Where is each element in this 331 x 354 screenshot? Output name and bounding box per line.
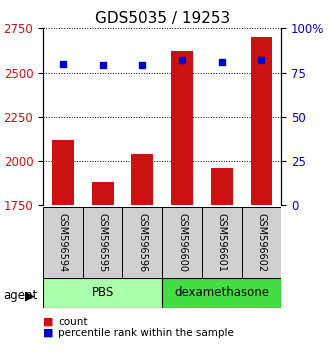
FancyBboxPatch shape: [242, 207, 281, 278]
Point: [140, 63, 145, 68]
FancyBboxPatch shape: [43, 207, 83, 278]
Bar: [52, 140, 74, 205]
Point: [100, 63, 105, 68]
Bar: [211, 168, 233, 205]
Point: [219, 59, 224, 65]
FancyBboxPatch shape: [43, 278, 162, 308]
Bar: [171, 51, 193, 205]
Text: agent: agent: [3, 289, 37, 302]
Text: GSM596596: GSM596596: [137, 213, 147, 272]
Point: [179, 57, 185, 63]
Text: percentile rank within the sample: percentile rank within the sample: [58, 328, 234, 338]
Text: ■: ■: [43, 328, 54, 338]
FancyBboxPatch shape: [83, 207, 122, 278]
Text: PBS: PBS: [91, 286, 114, 299]
Point: [259, 57, 264, 63]
Bar: [251, 37, 272, 205]
Bar: [92, 182, 114, 205]
Text: GSM596595: GSM596595: [98, 213, 108, 272]
Title: GDS5035 / 19253: GDS5035 / 19253: [95, 11, 230, 26]
FancyBboxPatch shape: [162, 207, 202, 278]
FancyBboxPatch shape: [162, 278, 281, 308]
Bar: [131, 154, 153, 205]
FancyBboxPatch shape: [122, 207, 162, 278]
Text: GSM596594: GSM596594: [58, 213, 68, 272]
Text: dexamethasone: dexamethasone: [174, 286, 269, 299]
Text: GSM596602: GSM596602: [257, 213, 266, 272]
Point: [60, 61, 66, 67]
Text: ▶: ▶: [25, 289, 34, 302]
Text: count: count: [58, 317, 87, 327]
Text: ■: ■: [43, 317, 54, 327]
FancyBboxPatch shape: [202, 207, 242, 278]
Text: GSM596600: GSM596600: [177, 213, 187, 272]
Text: GSM596601: GSM596601: [217, 213, 227, 272]
